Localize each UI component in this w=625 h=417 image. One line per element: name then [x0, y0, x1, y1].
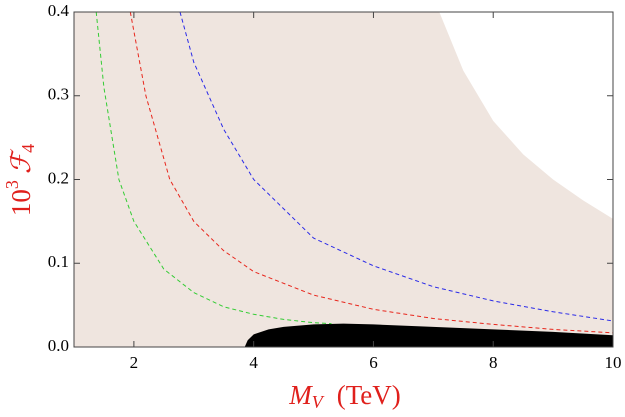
x-label-sub: V	[312, 392, 325, 412]
y-tick-label: 0.2	[48, 168, 69, 187]
y-axis-label: 103ℱ4	[2, 144, 38, 216]
x-axis-label: MV (TeV)	[288, 380, 401, 412]
y-label-base: 10	[6, 189, 36, 216]
x-tick-label: 4	[249, 353, 258, 372]
x-tick-label: 8	[489, 353, 498, 372]
x-label-unit: (TeV)	[337, 380, 401, 410]
x-tick-label: 6	[369, 353, 378, 372]
y-label-exp: 3	[2, 180, 22, 189]
region	[244, 323, 613, 347]
y-tick-label: 0.1	[48, 252, 69, 271]
x-tick-label: 2	[130, 353, 139, 372]
x-label-main: M	[288, 380, 313, 410]
x-tick-label: 10	[605, 353, 622, 372]
y-tick-label: 0.0	[48, 336, 69, 355]
y-label-sub: 4	[18, 144, 38, 153]
y-tick-label: 0.4	[48, 1, 70, 20]
dashed-curve	[95, 12, 332, 325]
dashed-curve	[129, 12, 613, 334]
region	[74, 12, 613, 347]
plot-area	[74, 12, 613, 347]
y-tick-label: 0.3	[48, 85, 69, 104]
